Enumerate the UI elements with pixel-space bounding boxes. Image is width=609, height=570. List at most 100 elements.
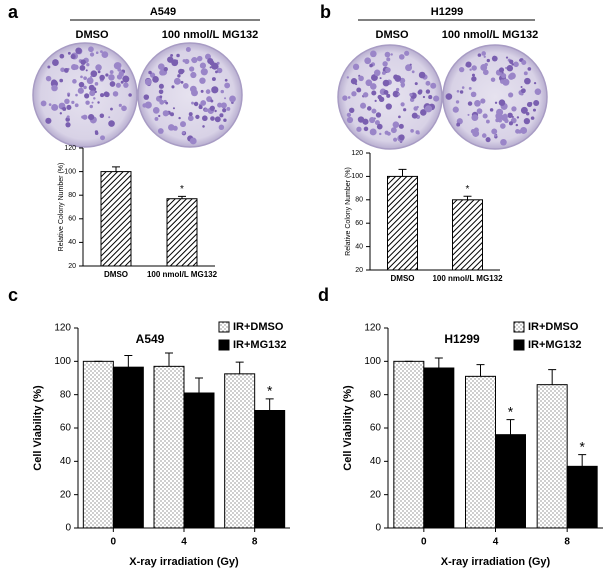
- colony: [109, 81, 116, 87]
- colony: [60, 67, 65, 73]
- colony: [520, 126, 528, 134]
- colony: [516, 116, 520, 119]
- colony: [418, 71, 426, 79]
- colony: [210, 99, 214, 103]
- colony: [105, 73, 109, 77]
- y-tick-label: 20: [68, 263, 76, 270]
- colony: [371, 90, 377, 96]
- colony: [224, 82, 231, 89]
- bar: [495, 434, 526, 529]
- colony: [355, 83, 358, 86]
- colony: [425, 89, 431, 94]
- colony: [173, 77, 181, 85]
- colony: [398, 123, 404, 129]
- y-tick-label: 100: [64, 168, 76, 175]
- colony: [530, 116, 535, 120]
- colony: [158, 89, 164, 95]
- colony: [532, 108, 536, 112]
- bar: [82, 360, 114, 529]
- colony: [508, 92, 514, 98]
- y-tick-label: 100: [54, 356, 71, 367]
- colony: [410, 129, 414, 133]
- colony: [158, 83, 164, 89]
- colony: [501, 73, 507, 79]
- colony: [65, 122, 71, 128]
- colony: [144, 78, 152, 86]
- colony: [385, 103, 392, 110]
- colony: [469, 68, 472, 71]
- colony: [470, 91, 477, 98]
- colony: [394, 75, 402, 82]
- y-tick-label: 120: [54, 323, 71, 334]
- colony: [40, 100, 47, 107]
- petri-dish: [442, 44, 548, 150]
- image-label: 100 nmol/L MG132: [442, 29, 538, 41]
- colony: [45, 117, 52, 124]
- y-tick-label: 60: [68, 216, 76, 223]
- colony: [167, 56, 174, 63]
- colony: [94, 130, 99, 134]
- colony: [459, 90, 464, 94]
- colony: [370, 83, 377, 90]
- colony: [452, 106, 459, 113]
- colony: [59, 112, 62, 115]
- colony: [422, 95, 426, 99]
- colony: [229, 95, 236, 103]
- colony: [152, 76, 159, 83]
- y-tick-label: 20: [60, 489, 72, 500]
- colony: [71, 100, 75, 104]
- colony: [492, 55, 496, 59]
- colony: [420, 109, 427, 116]
- colony: [517, 129, 522, 134]
- colony: [62, 107, 67, 111]
- colony: [109, 70, 114, 75]
- colony: [84, 93, 90, 99]
- colony: [524, 77, 531, 85]
- error-bar: [195, 377, 203, 393]
- bar: [393, 360, 425, 529]
- colony: [527, 67, 532, 71]
- y-tick-label: 80: [68, 192, 76, 199]
- significance-mark: *: [267, 383, 273, 399]
- colony: [143, 94, 150, 100]
- colony: [184, 58, 190, 65]
- colony: [395, 87, 400, 92]
- colony: [414, 82, 418, 86]
- colony: [220, 102, 227, 109]
- colony: [476, 108, 483, 114]
- image-label: DMSO: [376, 29, 409, 41]
- legend-swatch: [218, 321, 230, 333]
- panel-title: H1299: [444, 332, 480, 346]
- colony: [47, 65, 51, 69]
- colony: [72, 79, 77, 84]
- colony: [495, 112, 503, 120]
- colony: [191, 89, 198, 97]
- colony: [180, 121, 187, 128]
- colony: [358, 75, 364, 82]
- colony: [518, 59, 522, 62]
- colony: [494, 101, 498, 104]
- error-bar: [434, 357, 443, 368]
- colony: [505, 56, 509, 59]
- colony: [381, 71, 386, 75]
- panel-title: H1299: [431, 6, 463, 18]
- colony: [113, 62, 121, 70]
- colony: [404, 50, 410, 56]
- colony: [99, 113, 105, 119]
- colony: [74, 103, 79, 108]
- colony: [520, 106, 528, 114]
- colony: [369, 63, 373, 68]
- colony: [455, 100, 460, 104]
- colony: [362, 118, 369, 125]
- x-axis-label: X-ray irradiation (Gy): [441, 556, 551, 568]
- colony: [112, 91, 119, 97]
- colony: [211, 62, 219, 70]
- colony: [171, 85, 175, 89]
- colony: [220, 89, 224, 94]
- colony: [411, 112, 418, 119]
- colony: [392, 90, 400, 98]
- colony: [392, 121, 400, 128]
- error-bar: [398, 168, 407, 177]
- panel-label: a: [8, 2, 19, 22]
